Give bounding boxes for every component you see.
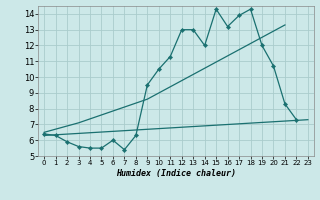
X-axis label: Humidex (Indice chaleur): Humidex (Indice chaleur): [116, 169, 236, 178]
